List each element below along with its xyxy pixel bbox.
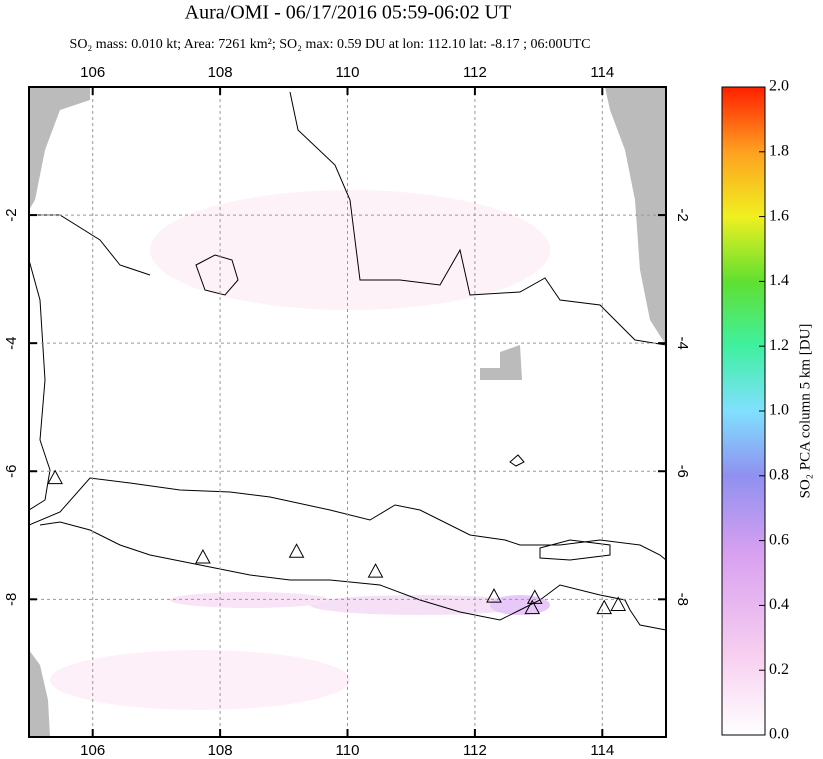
volcano bbox=[47, 469, 63, 485]
x-tick-label: 110 bbox=[336, 742, 360, 759]
colorbar-tick-label: 0.6 bbox=[769, 531, 789, 548]
x-tick-label: 108 bbox=[208, 742, 233, 759]
colorbar-label: SO₂ PCA column 5 km [DU] bbox=[797, 324, 813, 499]
volcano bbox=[367, 563, 384, 578]
volcano bbox=[195, 548, 211, 564]
x-tick-label: 114 bbox=[590, 742, 614, 759]
y-tick-label: -8 bbox=[3, 593, 20, 606]
y-tick-label: -4 bbox=[674, 336, 691, 349]
colorbar-tick-label: 1.6 bbox=[769, 207, 789, 224]
y-tick-label: -6 bbox=[674, 465, 691, 478]
colorbar bbox=[721, 86, 766, 736]
colorbar-tick-label: 1.0 bbox=[769, 402, 789, 419]
y-tick-label: -2 bbox=[674, 208, 691, 221]
volcano bbox=[524, 599, 541, 615]
colorbar-tick-label: 0.4 bbox=[769, 596, 789, 613]
y-tick-label: -8 bbox=[674, 593, 691, 606]
x-tick-label: 112 bbox=[463, 64, 487, 81]
colorbar-tick-label: 1.4 bbox=[769, 272, 789, 289]
title: Aura/OMI - 06/17/2016 05:59-06:02 UT bbox=[185, 2, 512, 24]
y-tick-label: -6 bbox=[3, 465, 20, 478]
colorbar-tick-label: 1.8 bbox=[769, 142, 789, 159]
map-frame bbox=[28, 86, 667, 738]
colorbar-tick-label: 0.0 bbox=[769, 726, 789, 743]
grid: 106 106 108 108 110 110 112 112 114 114 -2 -2 -4 -4 -6… bbox=[3, 64, 691, 759]
x-tick-label: 112 bbox=[463, 742, 487, 759]
volcano bbox=[596, 599, 613, 615]
colorbar-tick-label: 0.2 bbox=[769, 661, 789, 678]
subtitle: SO₂ mass: 0.010 kt; Area: 7261 km²; SO₂ … bbox=[70, 37, 591, 52]
volcano bbox=[288, 543, 305, 558]
colorbar-tick-label: 2.0 bbox=[769, 78, 789, 95]
x-tick-label: 114 bbox=[590, 64, 614, 81]
x-tick-label: 106 bbox=[80, 742, 105, 759]
y-tick-label: -4 bbox=[3, 336, 20, 349]
x-tick-label: 108 bbox=[208, 64, 233, 81]
x-tick-label: 110 bbox=[336, 64, 360, 81]
volcano bbox=[486, 588, 502, 603]
y-tick-label: -2 bbox=[3, 208, 20, 221]
x-tick-label: 106 bbox=[80, 64, 105, 81]
volcano-layer bbox=[47, 469, 627, 615]
colorbar-ticks: 0.0 0.2 0.4 0.6 0.8 1.0 1.2 1.4 1.6 1.8 2.0 bbox=[759, 78, 789, 743]
volcano bbox=[610, 596, 627, 611]
colorbar-tick-label: 1.2 bbox=[769, 337, 789, 354]
volcano bbox=[526, 589, 543, 604]
colorbar-tick-label: 0.8 bbox=[769, 466, 789, 483]
